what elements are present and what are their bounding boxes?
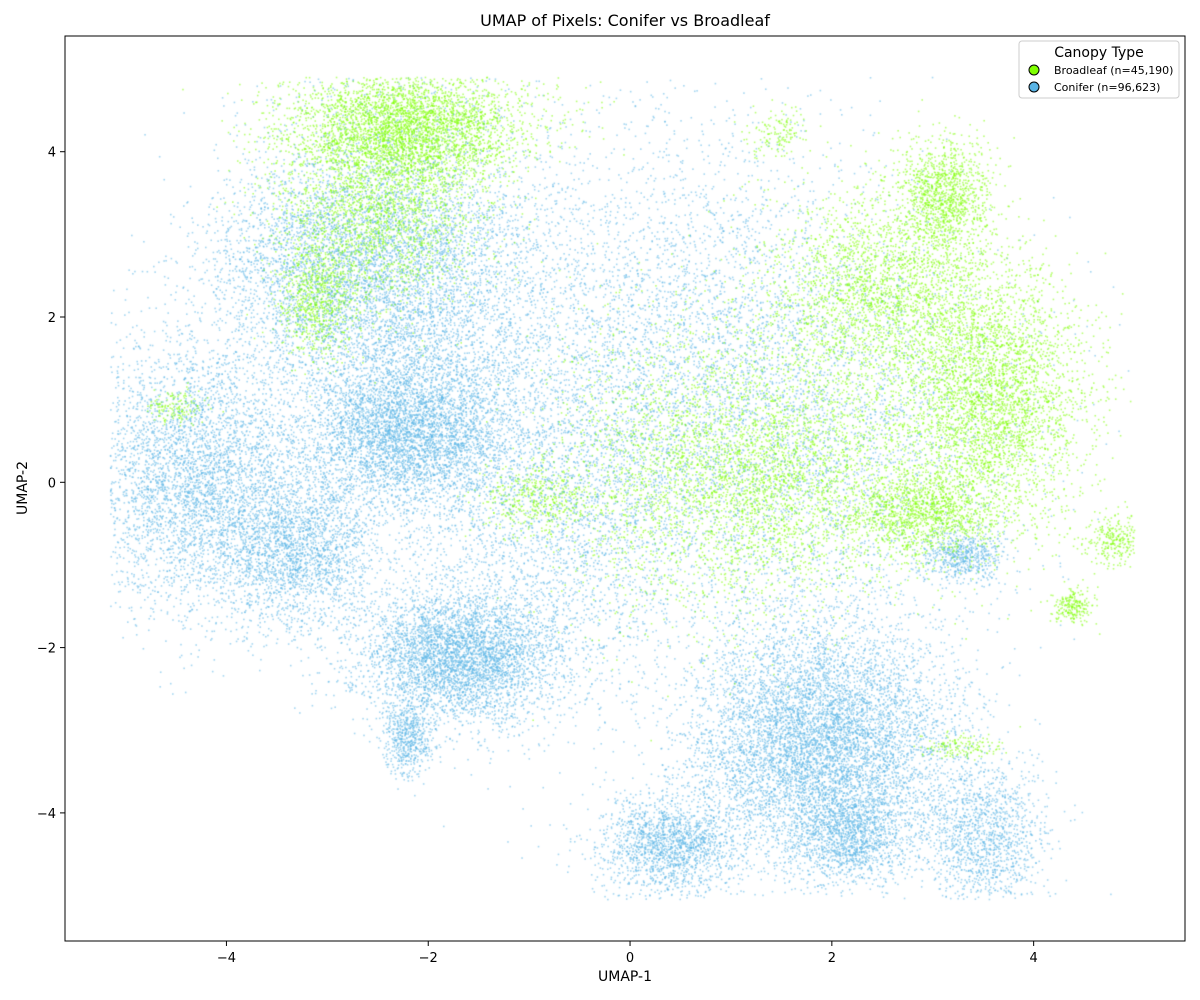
x-tick-label: 4 bbox=[1030, 951, 1038, 966]
x-tick-label: 2 bbox=[828, 951, 836, 966]
series-points-broadleaf bbox=[65, 36, 1185, 941]
y-tick-label: 2 bbox=[48, 311, 56, 326]
legend: Canopy Type Broadleaf (n=45,190) Conifer … bbox=[1018, 40, 1180, 99]
x-tick-label: 0 bbox=[626, 951, 634, 966]
legend-marker bbox=[1028, 64, 1040, 76]
y-axis-label: UMAP-2 bbox=[15, 461, 31, 515]
legend-box bbox=[1018, 40, 1180, 99]
y-tick-label: 4 bbox=[48, 146, 56, 161]
x-axis-label: UMAP-1 bbox=[598, 969, 652, 985]
legend-items: Broadleaf (n=45,190) Conifer (n=96,623) bbox=[1028, 64, 1173, 94]
y-tick-label: −2 bbox=[37, 642, 56, 657]
x-tick-label: −2 bbox=[419, 951, 438, 966]
legend-marker bbox=[1028, 81, 1040, 93]
legend-label: Broadleaf (n=45,190) bbox=[1054, 64, 1173, 77]
legend-label: Conifer (n=96,623) bbox=[1054, 81, 1160, 94]
y-tick-label: 0 bbox=[48, 476, 56, 491]
plot-frame bbox=[64, 35, 1186, 942]
y-axis-ticks: −4 −2 0 2 4 bbox=[37, 146, 65, 822]
points-layer bbox=[65, 36, 1185, 941]
chart-title: UMAP of Pixels: Conifer vs Broadleaf bbox=[480, 11, 770, 30]
y-tick-label: −4 bbox=[37, 807, 56, 822]
legend-title: Canopy Type bbox=[1054, 45, 1144, 61]
x-tick-label: −4 bbox=[217, 951, 236, 966]
x-axis-ticks: −4 −2 0 2 4 bbox=[217, 941, 1038, 966]
